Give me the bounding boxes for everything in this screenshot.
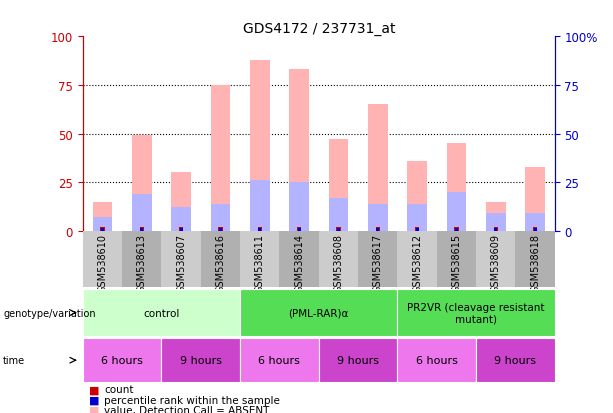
Bar xyxy=(476,339,555,382)
Text: value, Detection Call = ABSENT: value, Detection Call = ABSENT xyxy=(104,405,270,413)
Bar xyxy=(447,144,466,231)
Bar xyxy=(250,60,270,231)
Text: ■: ■ xyxy=(89,405,99,413)
Bar xyxy=(211,204,230,231)
Bar xyxy=(337,228,341,231)
Bar xyxy=(525,167,545,231)
Bar xyxy=(240,289,397,337)
Text: GSM538615: GSM538615 xyxy=(451,233,462,292)
Bar xyxy=(161,339,240,382)
Bar xyxy=(240,231,280,287)
Bar xyxy=(337,229,340,231)
Bar xyxy=(250,181,270,231)
Bar xyxy=(454,228,459,231)
Bar xyxy=(447,192,466,231)
Text: GSM538610: GSM538610 xyxy=(97,233,107,292)
Bar xyxy=(201,231,240,287)
Text: GSM538607: GSM538607 xyxy=(176,233,186,292)
Bar xyxy=(289,70,309,231)
Bar xyxy=(132,195,151,231)
Bar xyxy=(493,228,498,231)
Text: (PML-RAR)α: (PML-RAR)α xyxy=(289,308,349,318)
Bar xyxy=(415,228,419,231)
Text: GSM538618: GSM538618 xyxy=(530,233,540,292)
Bar xyxy=(179,228,183,231)
Text: genotype/variation: genotype/variation xyxy=(3,308,96,318)
Bar xyxy=(297,229,300,231)
Text: GSM538613: GSM538613 xyxy=(137,233,147,292)
Text: control: control xyxy=(143,308,180,318)
Bar xyxy=(436,231,476,287)
Text: time: time xyxy=(3,355,25,366)
Text: 6 hours: 6 hours xyxy=(101,355,143,366)
Bar xyxy=(397,289,555,337)
Text: ■: ■ xyxy=(89,385,99,394)
Bar xyxy=(219,229,222,231)
Bar xyxy=(376,229,379,231)
Bar xyxy=(258,229,261,231)
Text: GSM538616: GSM538616 xyxy=(215,233,226,292)
Bar xyxy=(486,202,506,231)
Bar xyxy=(180,229,183,231)
Bar xyxy=(376,228,380,231)
Bar xyxy=(329,198,348,231)
Bar xyxy=(280,231,319,287)
Bar xyxy=(289,183,309,231)
Text: PR2VR (cleavage resistant
mutant): PR2VR (cleavage resistant mutant) xyxy=(408,302,545,324)
Bar xyxy=(93,202,112,231)
Bar xyxy=(533,229,536,231)
Bar xyxy=(211,86,230,231)
Bar xyxy=(516,231,555,287)
Text: 9 hours: 9 hours xyxy=(180,355,222,366)
Text: GSM538609: GSM538609 xyxy=(491,233,501,292)
Bar xyxy=(455,229,458,231)
Bar xyxy=(240,339,319,382)
Bar xyxy=(297,228,301,231)
Bar xyxy=(140,229,143,231)
Bar xyxy=(407,204,427,231)
Bar xyxy=(368,105,387,231)
Bar xyxy=(397,231,436,287)
Text: 6 hours: 6 hours xyxy=(416,355,458,366)
Bar xyxy=(416,229,419,231)
Bar xyxy=(486,214,506,231)
Bar xyxy=(171,173,191,231)
Bar xyxy=(101,229,104,231)
Text: percentile rank within the sample: percentile rank within the sample xyxy=(104,395,280,405)
Bar xyxy=(83,231,122,287)
Bar xyxy=(525,214,545,231)
Bar xyxy=(368,204,387,231)
Bar xyxy=(329,140,348,231)
Bar xyxy=(161,231,201,287)
Text: count: count xyxy=(104,385,134,394)
Bar xyxy=(407,161,427,231)
Bar xyxy=(83,289,240,337)
Bar xyxy=(122,231,161,287)
Bar xyxy=(319,231,358,287)
Bar xyxy=(533,228,537,231)
Bar xyxy=(257,228,262,231)
Bar xyxy=(319,339,397,382)
Bar xyxy=(171,208,191,231)
Bar xyxy=(476,231,516,287)
Bar xyxy=(397,339,476,382)
Bar xyxy=(93,218,112,231)
Text: GSM538614: GSM538614 xyxy=(294,233,304,292)
Bar xyxy=(132,136,151,231)
Text: 6 hours: 6 hours xyxy=(259,355,300,366)
Bar xyxy=(140,228,144,231)
Bar xyxy=(101,228,105,231)
Bar xyxy=(358,231,397,287)
Text: GSM538608: GSM538608 xyxy=(333,233,343,292)
Bar xyxy=(494,229,497,231)
Text: ■: ■ xyxy=(89,395,99,405)
Text: GSM538611: GSM538611 xyxy=(255,233,265,292)
Bar xyxy=(218,228,223,231)
Text: GSM538612: GSM538612 xyxy=(412,233,422,292)
Bar xyxy=(83,339,161,382)
Title: GDS4172 / 237731_at: GDS4172 / 237731_at xyxy=(243,22,395,36)
Text: 9 hours: 9 hours xyxy=(495,355,536,366)
Text: GSM538617: GSM538617 xyxy=(373,233,383,292)
Text: 9 hours: 9 hours xyxy=(337,355,379,366)
